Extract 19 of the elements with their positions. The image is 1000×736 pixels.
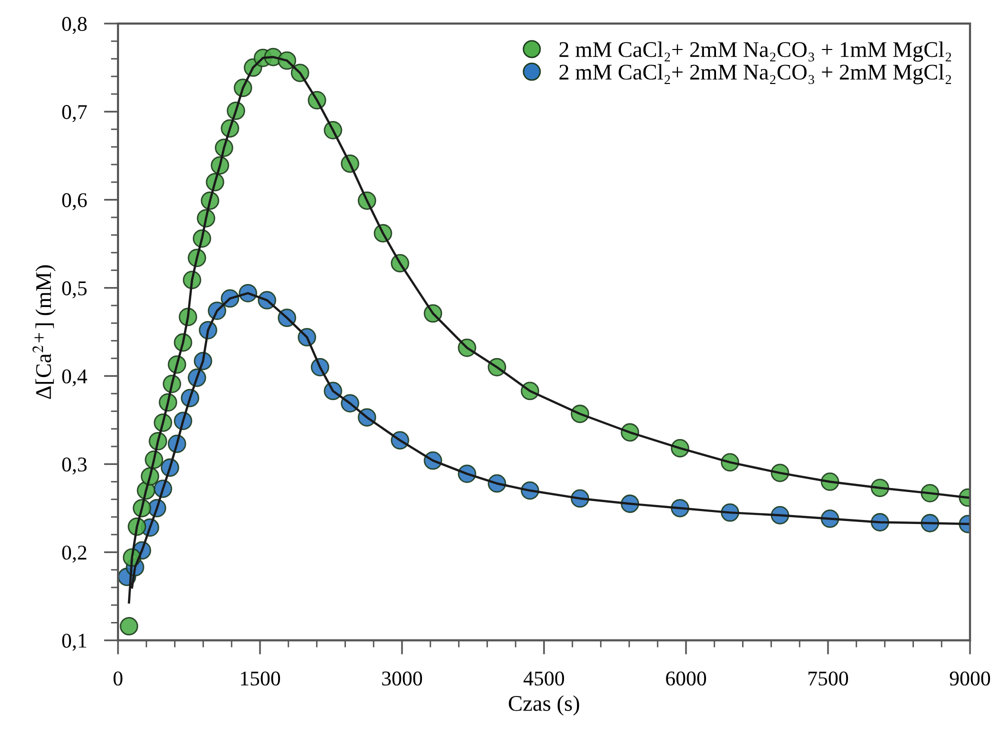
x-axis-title: Czas (s) <box>508 695 580 716</box>
y-tick-label: 0,7 <box>62 105 87 122</box>
x-tick-label: 1500 <box>241 671 280 686</box>
legend-label: 2 mM CaCl₂+ 2mM Na₂CO₃ + 2mM MgCl₂ <box>559 64 952 84</box>
y-axis-title: Δ[Ca$^{2+}$] (mM) <box>32 265 56 399</box>
x-tick-label: 4500 <box>524 671 564 686</box>
legend-label: 2 mM CaCl₂+ 2mM Na₂CO₃ + 1mM MgCl₂ <box>559 41 952 62</box>
x-tick-label: 6000 <box>666 671 706 686</box>
x-tick-label: 9000 <box>950 671 990 686</box>
x-tick-label: 0 <box>114 671 122 686</box>
y-tick-label: 0,3 <box>62 457 87 475</box>
y-tick-label: 0,5 <box>62 281 87 298</box>
y-tick-label: 0,1 <box>62 634 86 651</box>
y-tick-label: 0,4 <box>62 369 88 386</box>
y-tick-label: 0,6 <box>62 193 87 210</box>
x-tick-label: 7500 <box>808 671 848 686</box>
y-tick-label: 0,8 <box>62 16 87 34</box>
y-tick-label: 0,2 <box>62 546 86 563</box>
x-tick-label: 3000 <box>382 671 422 686</box>
